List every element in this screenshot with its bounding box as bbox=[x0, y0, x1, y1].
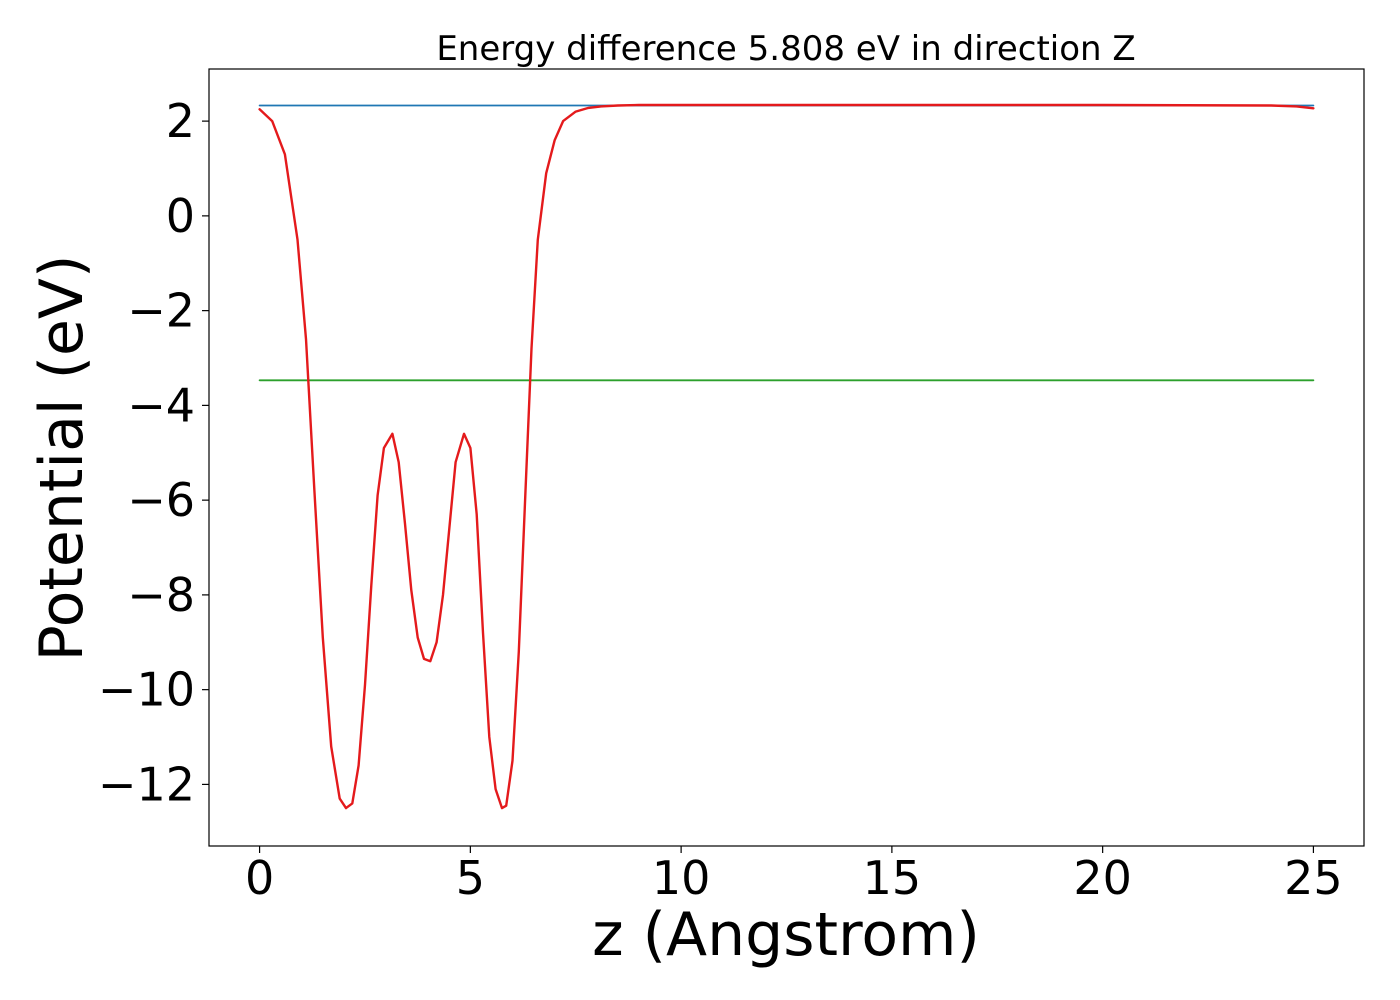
y-tick-label: −2 bbox=[127, 284, 195, 338]
x-tick-label: 15 bbox=[863, 851, 922, 905]
x-tick-label: 10 bbox=[652, 851, 711, 905]
x-axis-label: z (Angstrom) bbox=[592, 900, 980, 970]
y-tick-label: −10 bbox=[98, 663, 195, 717]
series-line-3 bbox=[258, 103, 1315, 810]
x-tick-label: 5 bbox=[456, 851, 485, 905]
series-layer bbox=[258, 103, 1315, 810]
y-tick-label: 0 bbox=[166, 189, 195, 243]
y-axis-label: Potential (eV) bbox=[27, 255, 97, 662]
plot-frame bbox=[208, 68, 1365, 847]
x-tick-label: 0 bbox=[245, 851, 274, 905]
x-tick-label: 25 bbox=[1284, 851, 1343, 905]
y-tick-label: 2 bbox=[166, 94, 195, 148]
y-tick-label: −8 bbox=[127, 568, 195, 622]
plot-area bbox=[208, 68, 1365, 847]
y-axis: 2 0 −2 −4 −6 −8 −10 −12 bbox=[98, 94, 209, 811]
x-tick-label: 20 bbox=[1073, 851, 1132, 905]
y-tick-label: −6 bbox=[127, 473, 195, 527]
x-axis: 0 5 10 15 20 25 bbox=[245, 846, 1343, 905]
y-tick-label: −12 bbox=[98, 757, 195, 811]
chart-title: Energy difference 5.808 eV in direction … bbox=[436, 29, 1135, 69]
y-tick-label: −4 bbox=[127, 378, 195, 432]
